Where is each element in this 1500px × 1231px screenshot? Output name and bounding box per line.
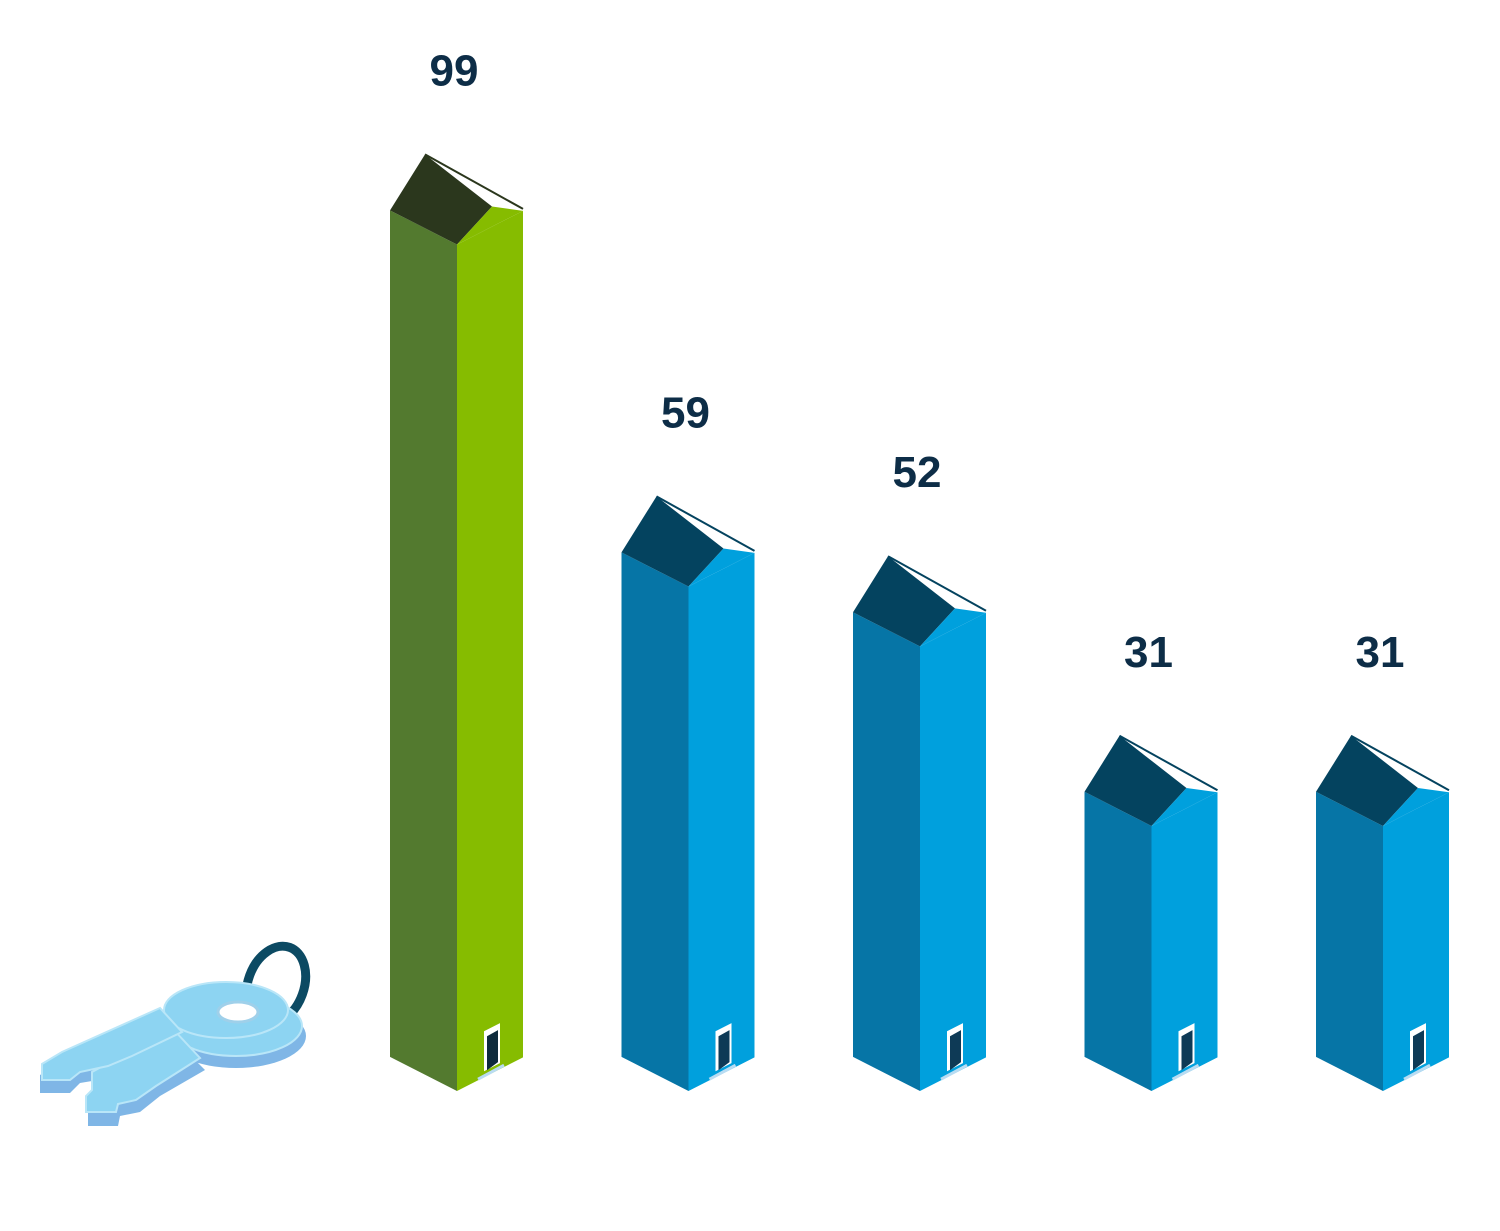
door-icon — [1181, 1030, 1193, 1071]
bar-left-face — [621, 552, 689, 1091]
bar-gable — [457, 206, 523, 245]
bar-roof-edge — [1350, 734, 1450, 792]
bar-left-face — [390, 210, 457, 1091]
data-label: 31 — [1124, 628, 1173, 677]
bar-roof — [621, 496, 724, 587]
bar-right-face — [1151, 792, 1218, 1091]
bar-gable — [920, 608, 986, 647]
bar-tower — [390, 153, 524, 1091]
bar-gable — [1151, 787, 1218, 826]
bar-right-face — [688, 552, 755, 1091]
doorstep — [477, 1063, 505, 1081]
doorstep — [1171, 1063, 1200, 1081]
data-label: 52 — [893, 448, 942, 497]
bar-tower — [1084, 734, 1218, 1091]
bar-left-face — [1084, 791, 1152, 1091]
bar-tower — [1316, 734, 1450, 1091]
bar-roof-edge — [424, 153, 524, 210]
bar-roof — [1316, 735, 1418, 826]
door-icon — [487, 1030, 498, 1071]
bar-gable — [688, 548, 755, 587]
doorstep — [940, 1063, 968, 1081]
bar-tower — [853, 555, 987, 1091]
bar-gable — [1383, 787, 1449, 826]
bar-tower — [621, 495, 755, 1091]
data-label: 59 — [661, 388, 710, 437]
house-keys-icon — [40, 941, 311, 1126]
bars-group — [390, 153, 1450, 1091]
doorstep — [1403, 1063, 1431, 1081]
doorstep — [708, 1063, 737, 1081]
bar-roof-edge — [887, 555, 987, 612]
data-label: 99 — [430, 46, 479, 95]
bar-roof-edge — [1119, 734, 1218, 792]
bar-right-face — [457, 210, 523, 1091]
bar-right-face — [920, 612, 986, 1091]
bar-left-face — [1316, 791, 1383, 1091]
data-labels-group: 99 59 52 31 31 — [430, 46, 1405, 676]
bar-roof — [1084, 735, 1187, 826]
bar-roof — [853, 556, 955, 647]
bar-roof — [390, 154, 492, 245]
bar-right-face — [1383, 792, 1449, 1091]
door-icon — [1413, 1030, 1424, 1071]
door-icon — [950, 1030, 961, 1071]
bar-roof-edge — [656, 495, 755, 552]
bar-left-face — [853, 612, 920, 1091]
door-icon — [718, 1030, 730, 1071]
data-label: 31 — [1356, 628, 1405, 677]
